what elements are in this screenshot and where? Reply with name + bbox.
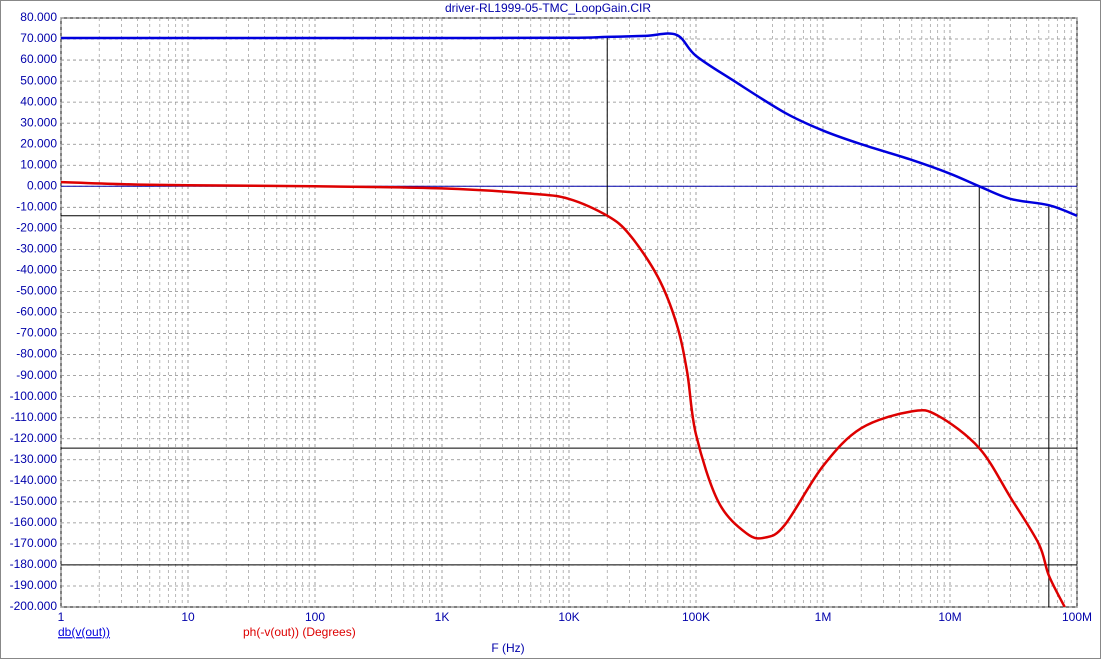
y-tick-label: 70.000 (20, 31, 57, 45)
y-tick-label: -190.000 (10, 578, 58, 592)
y-tick-label: -200.000 (10, 599, 58, 613)
y-tick-label: -20.000 (16, 221, 57, 235)
y-tick-label: 80.000 (20, 10, 57, 24)
y-tick-label: -150.000 (10, 494, 58, 508)
y-tick-label: -100.000 (10, 389, 58, 403)
x-axis-label: F (Hz) (491, 641, 524, 655)
y-tick-label: -60.000 (16, 305, 57, 319)
x-tick-label: 1 (58, 610, 65, 624)
x-tick-label: 100 (305, 610, 325, 624)
y-tick-label: 40.000 (20, 94, 57, 108)
y-tick-label: -70.000 (16, 326, 57, 340)
x-tick-label: 10 (181, 610, 195, 624)
x-tick-label: 1K (435, 610, 450, 624)
y-tick-label: -120.000 (10, 431, 58, 445)
y-tick-label: 30.000 (20, 115, 57, 129)
y-tick-label: 60.000 (20, 52, 57, 66)
y-tick-label: 50.000 (20, 73, 57, 87)
series-line (61, 32, 1077, 217)
y-tick-label: -180.000 (10, 557, 58, 571)
y-tick-label: -30.000 (16, 242, 57, 256)
x-tick-label: 100M (1062, 610, 1092, 624)
x-tick-label: 100K (682, 610, 710, 624)
y-tick-label: -80.000 (16, 347, 57, 361)
chart-title: driver-RL1999-05-TMC_LoopGain.CIR (445, 1, 651, 15)
y-tick-label: -130.000 (10, 452, 58, 466)
y-tick-label: -170.000 (10, 536, 58, 550)
x-tick-label: 10M (938, 610, 961, 624)
y-tick-label: -10.000 (16, 199, 57, 213)
legend-entry[interactable]: ph(-v(out)) (Degrees) (243, 625, 356, 639)
y-tick-label: 20.000 (20, 136, 57, 150)
y-tick-label: -50.000 (16, 284, 57, 298)
y-tick-label: 0.000 (27, 178, 57, 192)
series-line (61, 180, 1066, 607)
y-tick-label: -140.000 (10, 473, 58, 487)
y-tick-label: -40.000 (16, 263, 57, 277)
y-tick-label: -110.000 (11, 410, 58, 424)
y-tick-label: -160.000 (10, 515, 58, 529)
x-tick-label: 10K (558, 610, 579, 624)
y-tick-label: 10.000 (20, 157, 57, 171)
x-tick-label: 1M (815, 610, 832, 624)
y-tick-label: -90.000 (16, 368, 57, 382)
legend-entry[interactable]: db(v(out)) (58, 625, 110, 639)
